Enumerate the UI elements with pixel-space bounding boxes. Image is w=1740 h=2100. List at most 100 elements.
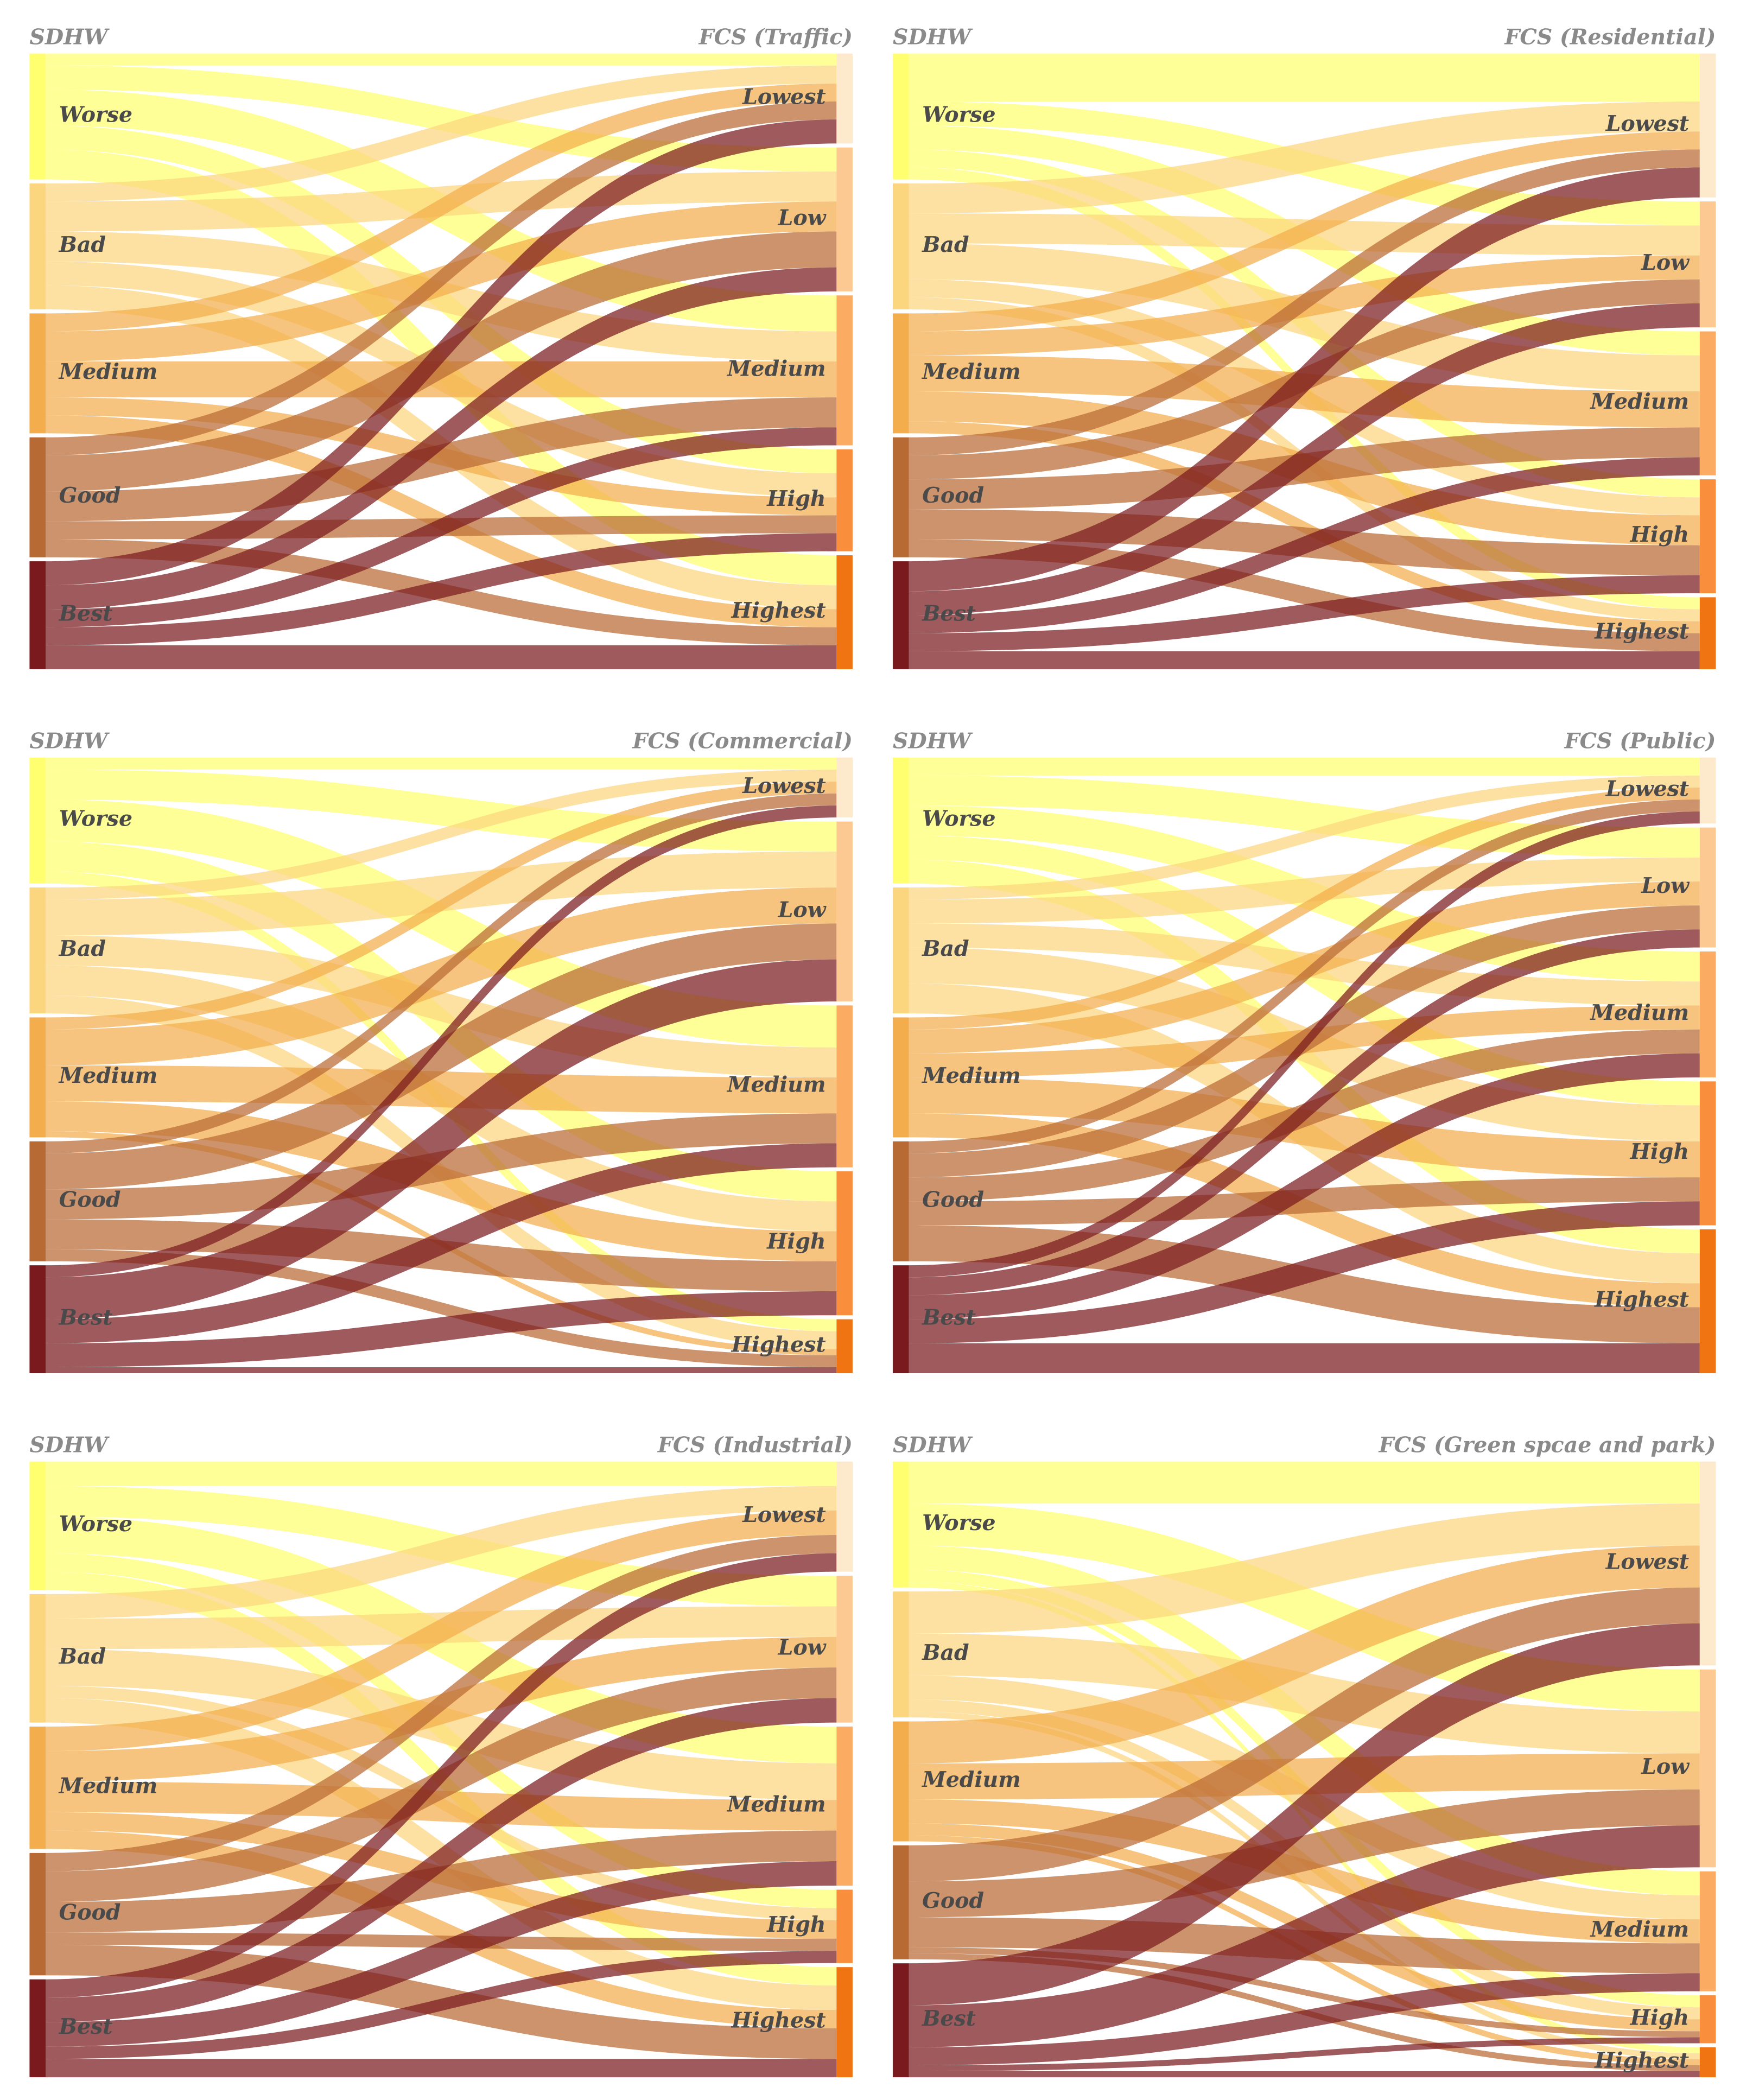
target-label: Highest <box>731 2008 826 2033</box>
source-label: Medium <box>58 1774 158 1799</box>
flow-link <box>909 539 1700 651</box>
source-axis-title: SDHW <box>893 729 973 754</box>
flow-link <box>46 959 837 1319</box>
flow-link <box>909 2037 1700 2072</box>
source-label: Good <box>59 1187 121 1212</box>
source-axis-title: SDHW <box>29 729 110 754</box>
flow-link <box>46 65 837 202</box>
flow-link <box>46 427 837 627</box>
flow-link <box>46 1510 837 1752</box>
target-node <box>1699 1669 1716 1868</box>
flow-link <box>46 231 837 361</box>
target-label: Low <box>778 1635 827 1660</box>
source-label: Worse <box>922 807 995 832</box>
flow-link <box>46 83 837 332</box>
target-label: Low <box>1641 873 1690 898</box>
source-label: Bad <box>59 936 106 961</box>
target-label: Lowest <box>1605 1550 1689 1575</box>
flow-link <box>909 1623 1700 2006</box>
flow-link <box>909 1587 1700 1882</box>
target-label: Medium <box>1589 1917 1689 1942</box>
source-label: Worse <box>922 1511 995 1536</box>
sankey-panel: Worse Bad Medium Good Best Lowest Low Medium Hig… <box>892 1433 1716 2078</box>
chart-title: FCS (Public) <box>1564 729 1716 754</box>
target-label: Highest <box>1594 2048 1689 2073</box>
target-node <box>836 821 853 1001</box>
flow-link <box>46 781 837 1030</box>
flow-link <box>909 1789 1700 1918</box>
flow-link <box>46 267 837 610</box>
source-node <box>892 437 909 557</box>
flow-link <box>909 651 1700 669</box>
flow-link <box>909 1753 1700 1800</box>
flow-link <box>46 1667 837 1902</box>
flow-link <box>46 1553 837 1998</box>
flow-link <box>909 857 1700 924</box>
flow-link <box>46 793 837 1153</box>
flow-link <box>909 881 1700 1054</box>
target-label: Lowest <box>1605 776 1689 801</box>
source-label: Worse <box>59 1512 132 1537</box>
target-label: Medium <box>726 1073 826 1097</box>
source-node <box>29 1727 46 1849</box>
sankey-panel: Worse Bad Medium Good Best Lowest Low Medium Hig… <box>892 729 1716 1374</box>
target-label: Highest <box>731 598 826 623</box>
source-node <box>29 887 46 1014</box>
flow-link <box>909 149 1700 455</box>
flow-link <box>46 769 837 900</box>
source-axis-title: SDHW <box>893 1433 973 1458</box>
source-label: Good <box>922 1187 984 1212</box>
flow-link <box>909 167 1700 592</box>
source-node <box>29 757 46 884</box>
flow-link <box>909 2071 1700 2078</box>
target-label: High <box>766 1229 826 1254</box>
source-node <box>29 53 46 180</box>
source-label: Medium <box>921 1767 1021 1792</box>
source-label: Medium <box>58 359 158 384</box>
source-node <box>892 561 909 669</box>
source-label: Bad <box>922 1640 969 1665</box>
source-node <box>29 1852 46 1976</box>
flow-link <box>909 1711 1700 2059</box>
source-label: Good <box>922 483 984 508</box>
source-node <box>892 183 909 310</box>
target-label: Lowest <box>742 1502 826 1527</box>
target-label: Lowest <box>742 773 826 798</box>
source-node <box>29 561 46 669</box>
flow-link <box>909 1973 1700 2065</box>
flow-link <box>909 929 1700 1296</box>
source-axis-title: SDHW <box>893 25 973 50</box>
target-label: Medium <box>726 1792 826 1817</box>
target-label: Medium <box>726 356 826 381</box>
source-node <box>892 313 909 434</box>
target-node <box>1699 757 1716 824</box>
target-node <box>836 1889 853 1963</box>
source-axis-title: SDHW <box>29 1433 110 1458</box>
sankey-panel: Worse Bad Medium Good Best Lowest Low Medium Hig… <box>29 729 853 1374</box>
flow-link <box>46 1065 837 1114</box>
flow-link <box>909 575 1700 651</box>
target-label: Highest <box>1594 619 1689 644</box>
target-label: Low <box>1641 250 1690 275</box>
target-node <box>836 449 853 551</box>
source-label: Best <box>922 601 976 626</box>
target-label: Lowest <box>742 84 826 109</box>
target-node <box>1699 1229 1716 1374</box>
source-label: Best <box>59 2014 113 2039</box>
target-label: Low <box>1641 1754 1690 1779</box>
target-node <box>1699 201 1716 328</box>
flow-link <box>909 811 1700 1278</box>
source-label: Medium <box>921 359 1021 384</box>
sankey-panel: Worse Bad Medium Good Best Lowest Low Medium Hig… <box>29 1433 853 2078</box>
source-label: Bad <box>922 232 969 257</box>
source-node <box>892 887 909 1014</box>
target-node <box>836 1171 853 1316</box>
flow-link <box>909 1825 1700 2047</box>
target-node <box>836 1727 853 1886</box>
target-label: High <box>766 486 826 511</box>
flow-link <box>46 1830 837 1933</box>
target-node <box>836 53 853 144</box>
flow-link <box>909 1053 1700 1319</box>
source-node <box>29 437 46 557</box>
source-node <box>29 1017 46 1138</box>
